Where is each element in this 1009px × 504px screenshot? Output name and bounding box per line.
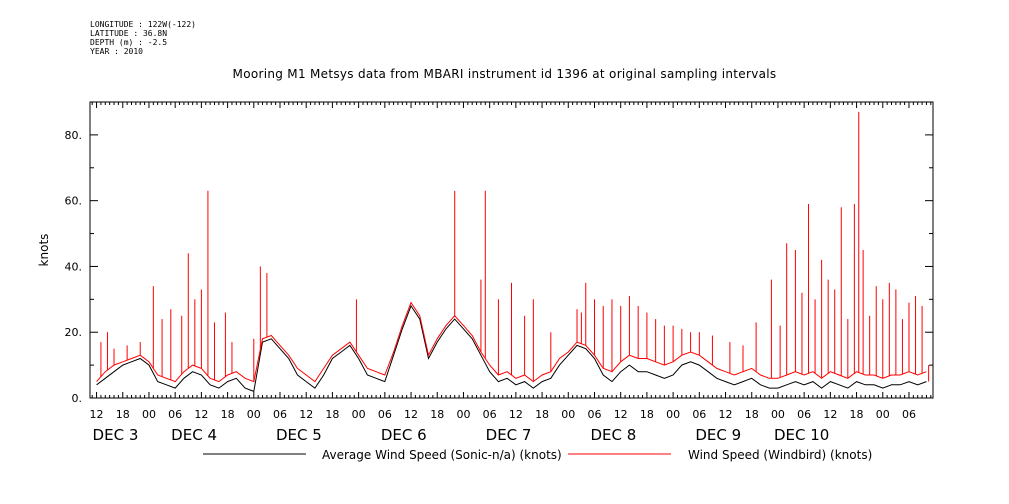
metadata-block: LONGITUDE : 122W(-122) LATITUDE : 36.8N … <box>90 20 196 56</box>
x-tick-label: 18 <box>325 408 339 421</box>
x-tick-label: 18 <box>640 408 654 421</box>
series-average-wind-speed <box>96 304 927 393</box>
day-label: DEC 10 <box>774 426 829 444</box>
day-label: DEC 8 <box>590 426 636 444</box>
day-label: DEC 7 <box>486 426 532 444</box>
axis-labels: 0. 20. 40. 60. 80. 12 18 00 06 12 18 00 06 12 18 00 06 12… <box>37 129 916 444</box>
day-label: DEC 9 <box>695 426 741 444</box>
year-label: YEAR : 2010 <box>90 47 143 56</box>
x-tick-label: 12 <box>719 408 733 421</box>
series-line-windbird <box>96 301 927 383</box>
x-tick-label: 18 <box>430 408 444 421</box>
x-tick-label: 00 <box>352 408 366 421</box>
x-tick-label: 06 <box>273 408 287 421</box>
day-label: DEC 5 <box>276 426 322 444</box>
legend-label-windbird: Wind Speed (Windbird) (knots) <box>688 448 872 462</box>
x-tick-label: 00 <box>247 408 261 421</box>
x-tick-label: 12 <box>299 408 313 421</box>
longitude-label: LONGITUDE : 122W(-122) <box>90 20 196 29</box>
day-label: DEC 3 <box>93 426 139 444</box>
x-tick-label: 06 <box>378 408 392 421</box>
day-label: DEC 6 <box>381 426 427 444</box>
x-tick-label: 06 <box>797 408 811 421</box>
x-tick-label: 18 <box>745 408 759 421</box>
x-tick-label: 12 <box>509 408 523 421</box>
x-tick-label: 00 <box>771 408 785 421</box>
axis-ticks <box>90 101 933 399</box>
x-tick-label: 12 <box>90 408 104 421</box>
x-tick-label: 06 <box>483 408 497 421</box>
x-tick-label: 06 <box>692 408 706 421</box>
legend-label-average: Average Wind Speed (Sonic-n/a) (knots) <box>322 448 562 462</box>
y-tick-label: 80. <box>65 129 83 142</box>
y-axis-label: knots <box>37 234 51 267</box>
x-tick-label: 00 <box>142 408 156 421</box>
depth-label: DEPTH (m) : -2.5 <box>90 38 168 47</box>
x-tick-label: 12 <box>823 408 837 421</box>
x-tick-label: 12 <box>404 408 418 421</box>
x-tick-label: 00 <box>666 408 680 421</box>
latitude-label: LATITUDE : 36.8N <box>90 29 168 38</box>
legend: Average Wind Speed (Sonic-n/a) (knots) Wi… <box>203 448 872 462</box>
x-tick-label: 12 <box>614 408 628 421</box>
series-line-average <box>96 304 927 393</box>
x-tick-label: 18 <box>535 408 549 421</box>
series-windbird-wind-speed <box>96 111 930 383</box>
y-tick-label: 20. <box>65 326 83 339</box>
x-tick-label: 06 <box>168 408 182 421</box>
x-tick-label: 18 <box>850 408 864 421</box>
x-tick-label: 06 <box>587 408 601 421</box>
day-label: DEC 4 <box>171 426 217 444</box>
y-tick-label: 40. <box>65 260 83 273</box>
x-tick-label: 18 <box>116 408 130 421</box>
y-tick-label: 60. <box>65 195 83 208</box>
x-tick-label: 00 <box>456 408 470 421</box>
x-tick-label: 00 <box>876 408 890 421</box>
chart-title: Mooring M1 Metsys data from MBARI instru… <box>232 67 777 81</box>
x-tick-label: 18 <box>221 408 235 421</box>
x-tick-label: 12 <box>194 408 208 421</box>
y-tick-label: 0. <box>72 392 83 405</box>
x-tick-label: 06 <box>902 408 916 421</box>
x-tick-label: 00 <box>561 408 575 421</box>
